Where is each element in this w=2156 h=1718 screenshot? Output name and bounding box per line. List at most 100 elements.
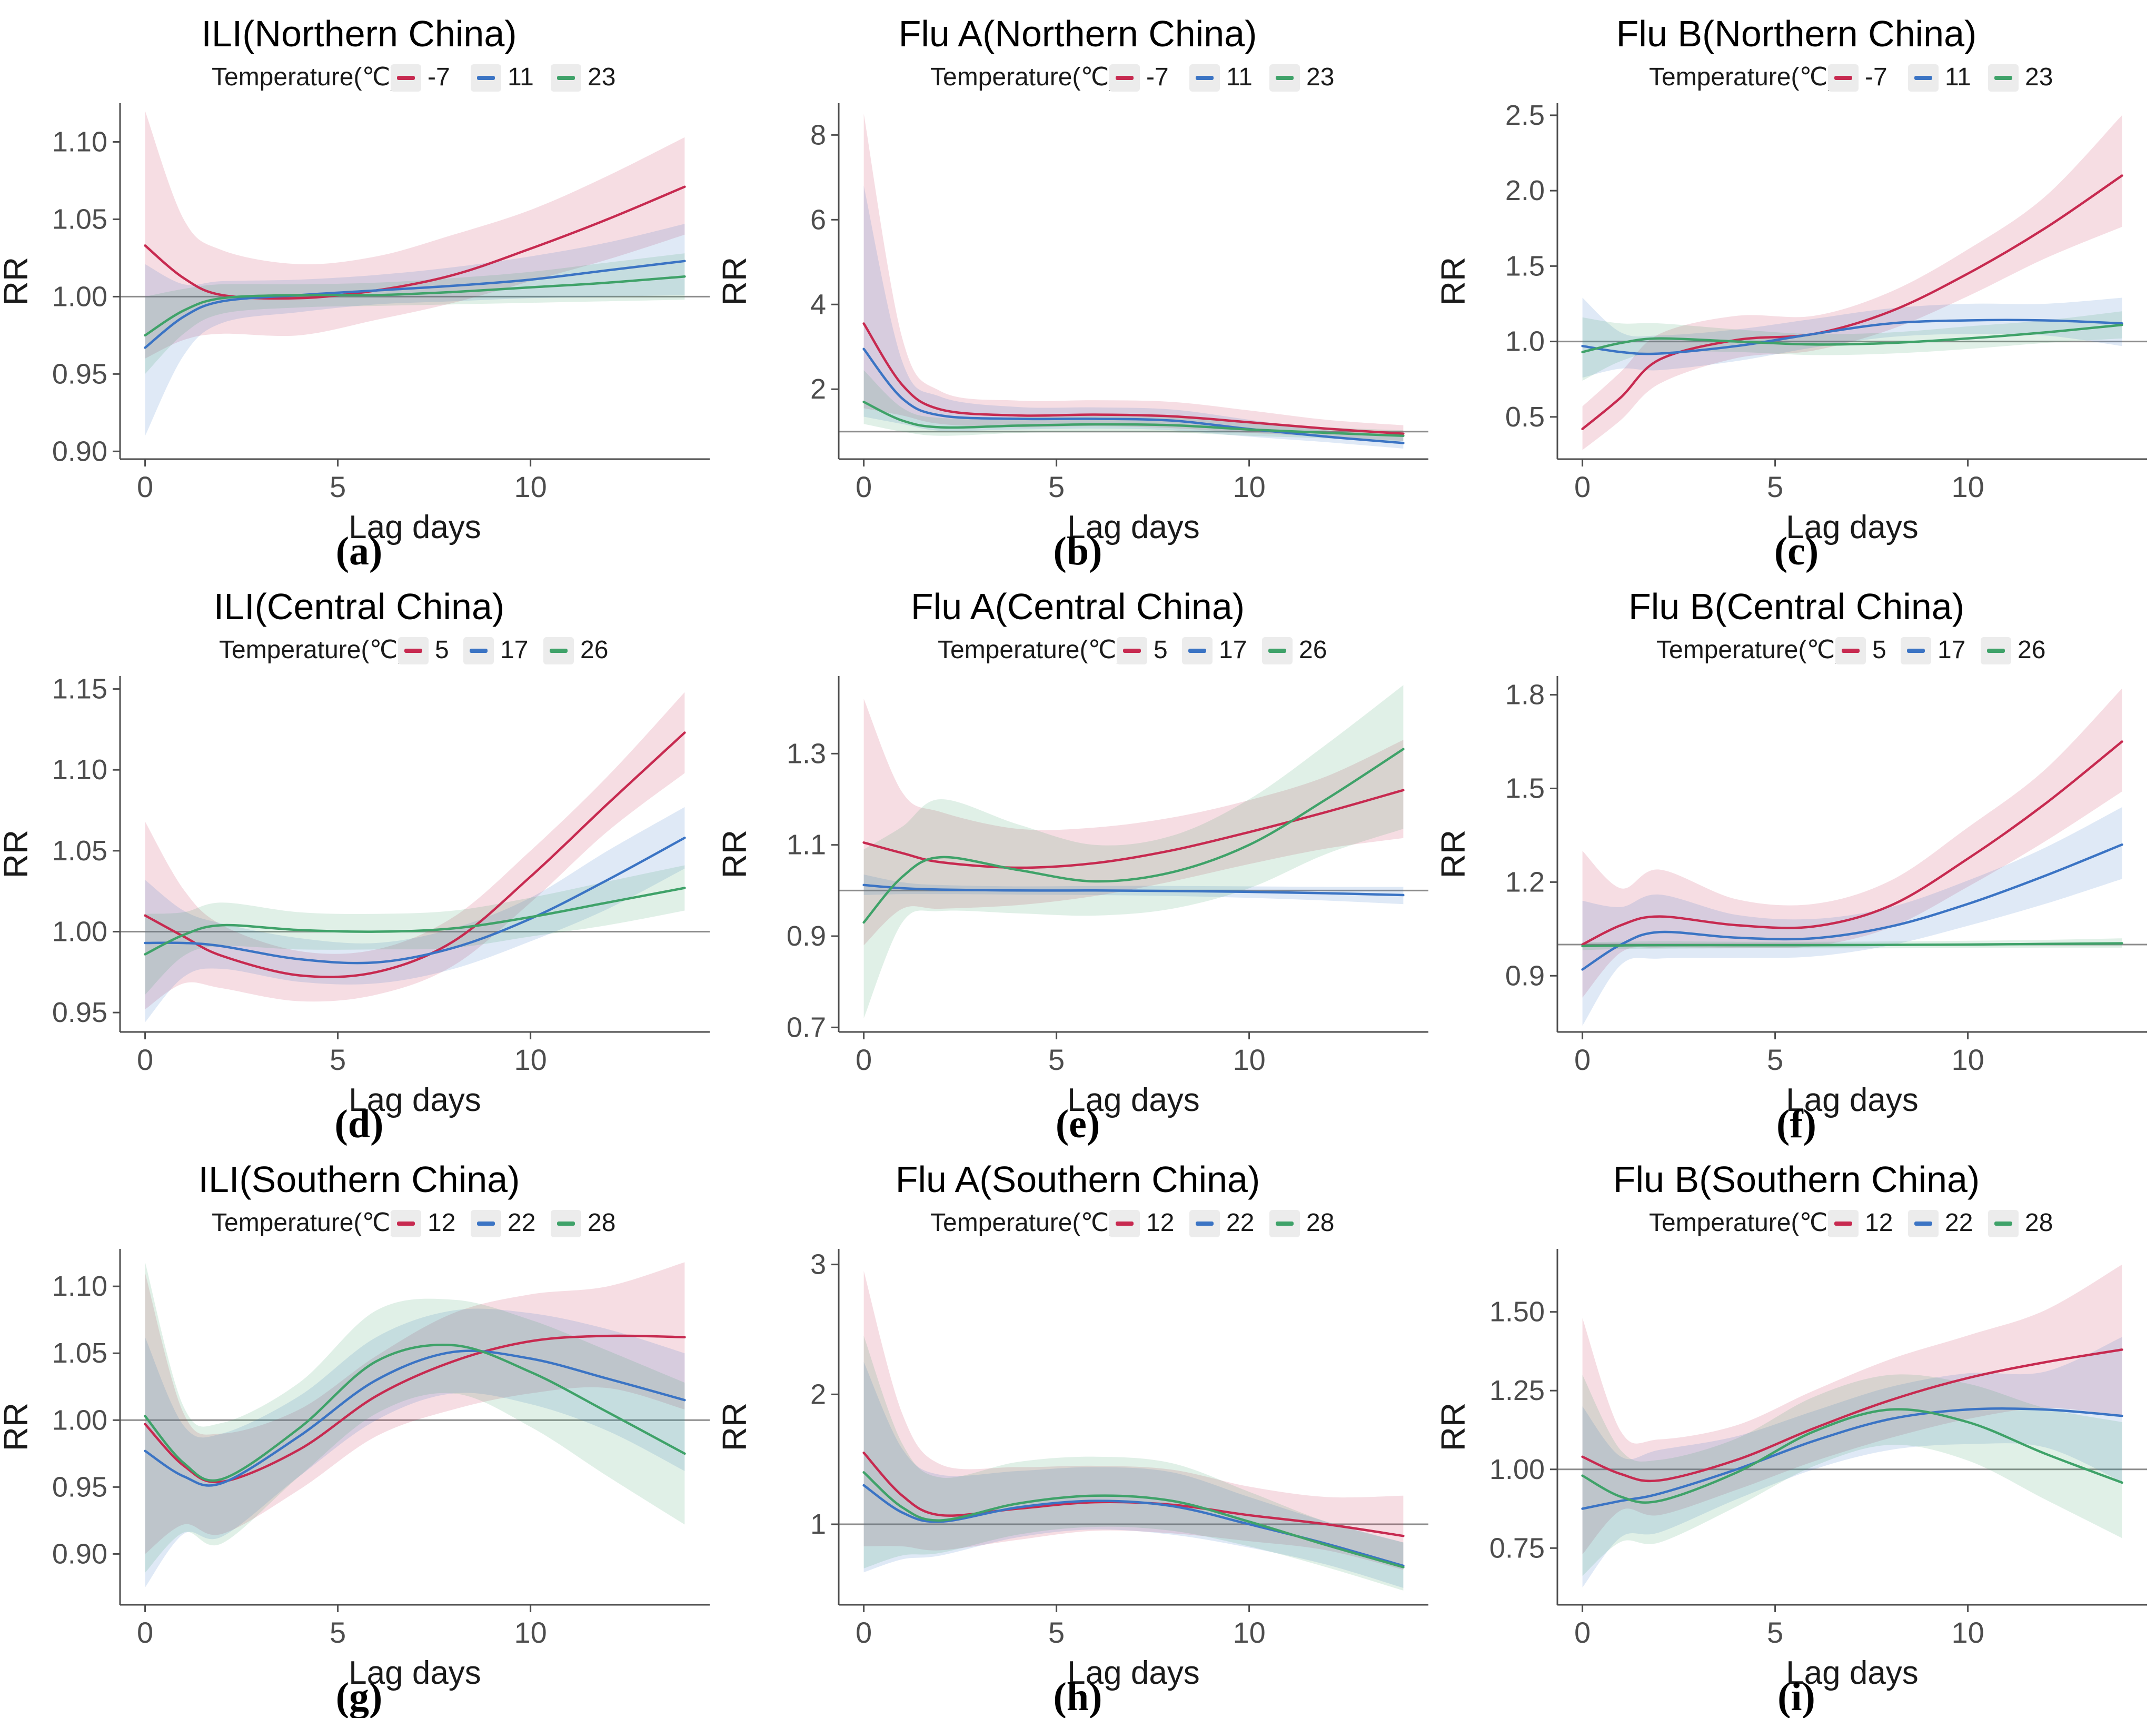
legend-value: 17 <box>500 636 528 664</box>
legend-title: Temperature(℃) <box>212 1209 399 1237</box>
panel-title: Flu B(Southern China) <box>1613 1159 1980 1200</box>
legend-value: 26 <box>1299 636 1327 664</box>
legend-key-dash-icon <box>1116 76 1134 80</box>
legend-item-17: 17 <box>1182 636 1247 664</box>
y-axis-title: RR <box>0 257 35 305</box>
legend-key-dash-icon <box>1276 1222 1294 1226</box>
x-axis-title: Lag days <box>349 509 481 545</box>
x-tick-label: 10 <box>1233 1616 1265 1649</box>
panel-g: ILI(Southern China) Temperature(℃) 12 22 28 0… <box>0 1146 719 1718</box>
confidence-band-23 <box>863 370 1404 442</box>
y-tick-label: 0.7 <box>787 1011 826 1043</box>
y-tick-label: 1.05 <box>52 1337 107 1369</box>
y-tick-label: 1.0 <box>1505 326 1545 357</box>
x-tick-label: 5 <box>1048 470 1065 503</box>
y-tick-label: 1.00 <box>52 281 107 312</box>
rr-curve-temp--7 <box>862 322 1405 435</box>
legend-item--7: -7 <box>391 63 450 92</box>
legend-key-dash-icon <box>1987 649 2005 653</box>
confidence-band-11 <box>863 185 1404 449</box>
legend-value: 12 <box>1146 1209 1174 1237</box>
legend-key-dash-icon <box>1196 1222 1214 1226</box>
x-tick-label: 5 <box>330 1616 346 1649</box>
x-tick-label: 10 <box>1233 470 1265 503</box>
rr-curve-temp-28 <box>1581 1408 2123 1504</box>
legend-item-28: 28 <box>551 1209 615 1237</box>
x-tick-label: 0 <box>856 1616 872 1649</box>
legend-item-5: 5 <box>1117 636 1168 664</box>
y-tick-label: 3 <box>810 1249 826 1280</box>
legend-key-dash-icon <box>1834 76 1852 80</box>
y-tick-label: 1.5 <box>1505 250 1545 282</box>
legend-key-dash-icon <box>397 1222 415 1226</box>
panel-caption: (h) <box>1054 1675 1102 1718</box>
x-tick-label: 0 <box>856 1043 872 1076</box>
x-axis-title: Lag days <box>1067 1655 1200 1691</box>
panel-title: ILI(Northern China) <box>201 13 516 54</box>
y-tick-label: 2.5 <box>1505 100 1545 131</box>
panel-title: Flu B(Northern China) <box>1616 13 1977 54</box>
panel-title: Flu A(Southern China) <box>896 1159 1260 1200</box>
y-tick-label: 1.50 <box>1489 1296 1545 1328</box>
legend-key-dash-icon <box>1188 649 1206 653</box>
confidence-band-22 <box>1582 1337 2122 1588</box>
x-tick-label: 10 <box>514 470 547 503</box>
legend-value: 5 <box>1872 636 1886 664</box>
confidence-band-17 <box>863 875 1404 905</box>
rr-curve-temp-5 <box>144 731 686 978</box>
rr-curve-temp-28 <box>862 1471 1405 1568</box>
y-tick-label: 0.95 <box>52 997 107 1028</box>
panel-f: Flu B(Central China) Temperature(℃) 5 17 26 0… <box>1434 573 2156 1146</box>
confidence-band-17 <box>1582 807 2122 1026</box>
legend-value: 12 <box>428 1209 455 1237</box>
panel-caption: (c) <box>1774 529 1819 573</box>
legend-key-dash-icon <box>1994 76 2012 80</box>
x-tick-label: 0 <box>1574 1043 1591 1076</box>
legend-key-dash-icon <box>1914 76 1932 80</box>
legend-item-23: 23 <box>1988 63 2053 92</box>
x-tick-label: 10 <box>1951 1043 1984 1076</box>
legend-key-dash-icon <box>1276 76 1294 80</box>
legend-value: 23 <box>2025 63 2053 91</box>
confidence-band-12 <box>863 1270 1404 1570</box>
confidence-band-28 <box>1582 1374 2122 1576</box>
x-axis-title: Lag days <box>349 1655 481 1691</box>
panel-caption: (a) <box>336 529 383 573</box>
legend-key-dash-icon <box>1834 1222 1852 1226</box>
x-axis-title: Lag days <box>1786 509 1919 545</box>
y-tick-label: 1.15 <box>52 673 107 705</box>
x-tick-label: 10 <box>514 1043 547 1076</box>
legend-key-dash-icon <box>550 649 568 653</box>
chart-svg-f: Flu B(Central China) Temperature(℃) 5 17 26 0… <box>1434 586 2147 1146</box>
y-tick-label: 0.5 <box>1505 401 1545 433</box>
legend-value: -7 <box>428 63 450 91</box>
rr-curve-temp-23 <box>862 401 1405 437</box>
legend-item-22: 22 <box>1908 1209 1973 1237</box>
legend-value: 11 <box>508 63 534 91</box>
legend-key-dash-icon <box>557 1222 575 1226</box>
chart-svg-d: ILI(Central China) Temperature(℃) 5 17 26 0.9… <box>0 586 710 1146</box>
legend-item-11: 11 <box>1189 63 1253 92</box>
confidence-band-17 <box>145 807 685 1022</box>
chart-svg-c: Flu B(Northern China) Temperature(℃) -7 11 2… <box>1434 13 2147 573</box>
x-tick-label: 0 <box>137 1043 153 1076</box>
rr-curve-temp-11 <box>862 347 1405 444</box>
legend-key-dash-icon <box>1842 649 1860 653</box>
confidence-band-12 <box>145 1262 685 1554</box>
x-tick-label: 10 <box>1233 1043 1265 1076</box>
chart-svg-a: ILI(Northern China) Temperature(℃) -7 11 23 0… <box>0 13 710 573</box>
x-tick-label: 0 <box>856 470 872 503</box>
x-tick-label: 10 <box>1951 470 1984 503</box>
legend-item-28: 28 <box>1269 1209 1334 1237</box>
rr-curve-temp-11 <box>144 260 686 349</box>
y-tick-label: 1.1 <box>787 829 826 861</box>
legend-value: 26 <box>580 636 608 664</box>
y-tick-label: 8 <box>810 119 826 151</box>
x-tick-label: 5 <box>1048 1616 1065 1649</box>
legend-value: 5 <box>435 636 449 664</box>
x-tick-label: 0 <box>1574 470 1591 503</box>
legend-value: 28 <box>588 1209 615 1237</box>
y-tick-label: 6 <box>810 204 826 235</box>
legend-item-23: 23 <box>551 63 615 92</box>
legend-key-dash-icon <box>477 76 495 80</box>
